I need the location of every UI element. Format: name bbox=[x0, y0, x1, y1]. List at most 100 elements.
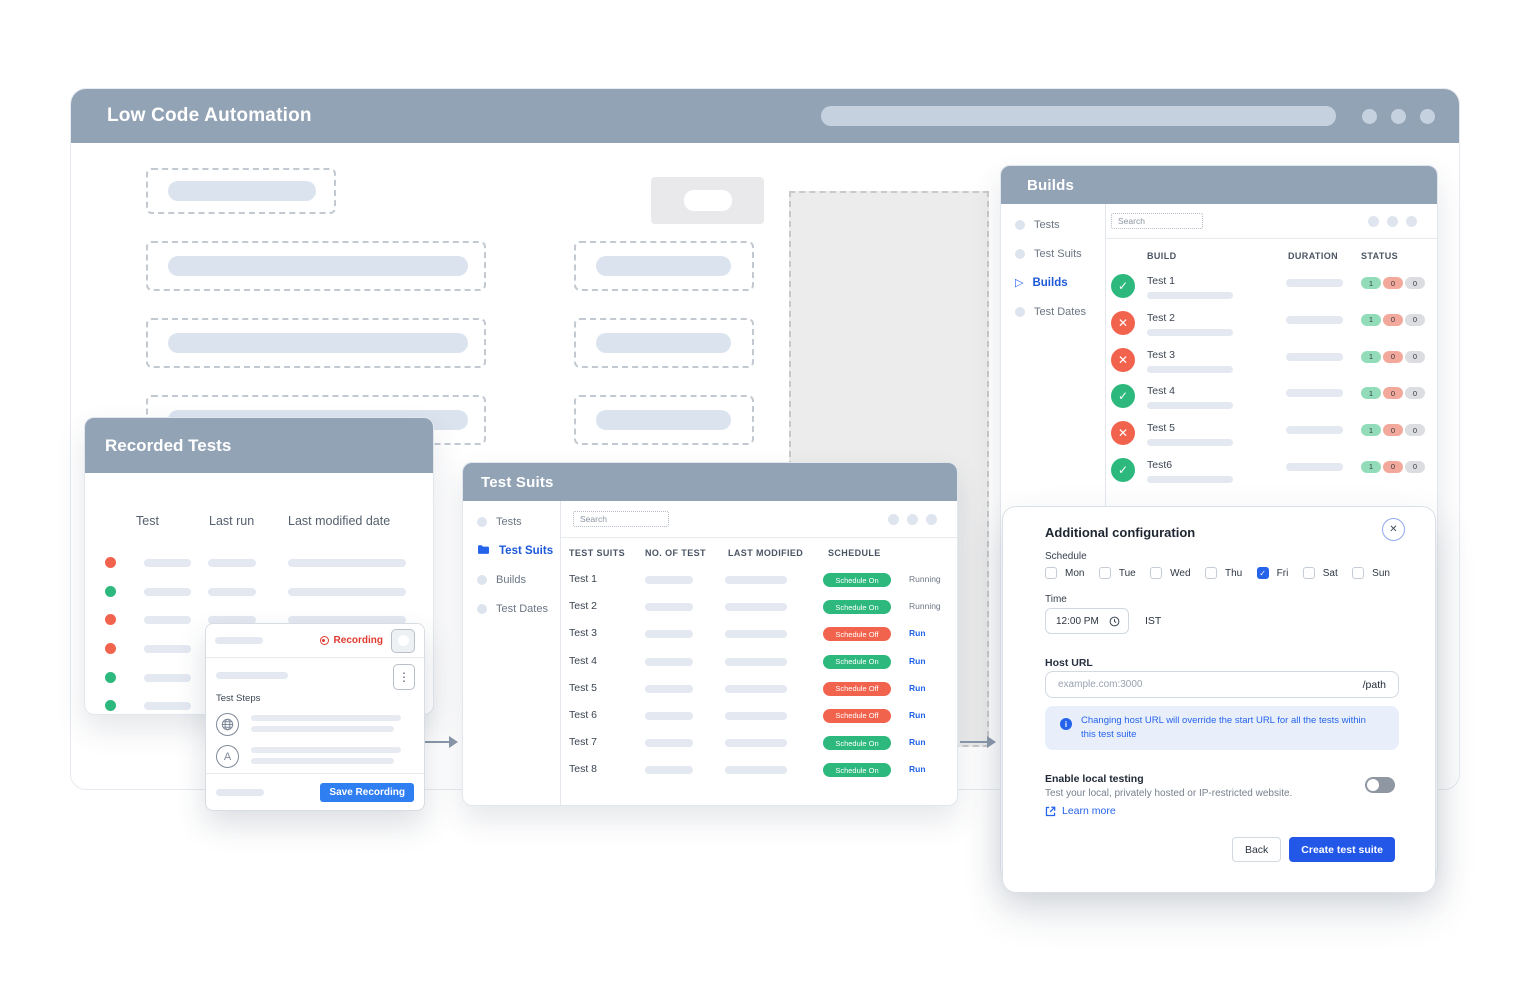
schedule-badge[interactable]: Schedule Off bbox=[823, 681, 891, 696]
recording-popup-body: ⋮ Test Steps A bbox=[206, 658, 424, 778]
day-label: Fri bbox=[1276, 567, 1289, 579]
table-row[interactable]: Test6 1 0 0 bbox=[1106, 454, 1437, 491]
placeholder-bar bbox=[288, 587, 406, 596]
suite-name: Test 7 bbox=[569, 736, 598, 749]
host-url-input[interactable] bbox=[1046, 679, 1363, 690]
schedule-badge[interactable]: Schedule Off bbox=[823, 708, 891, 723]
table-row[interactable]: Test 4 1 0 0 bbox=[1106, 380, 1437, 417]
learn-more-link[interactable]: Learn more bbox=[1045, 805, 1116, 817]
day-checkbox-option[interactable]: Tue bbox=[1098, 567, 1136, 579]
sidebar-item-test-suits[interactable]: Test Suits bbox=[463, 536, 560, 565]
table-row[interactable]: Test 5 1 0 0 bbox=[1106, 417, 1437, 454]
run-action[interactable]: Run bbox=[909, 709, 926, 720]
sidebar-item-builds[interactable]: Builds bbox=[463, 565, 560, 594]
sidebar-item-test-dates[interactable]: Test Dates bbox=[463, 594, 560, 623]
table-row[interactable]: Test 6 Schedule Off Run bbox=[561, 702, 957, 729]
table-row[interactable]: Test 2 1 0 0 bbox=[1106, 307, 1437, 344]
checkbox[interactable] bbox=[1098, 567, 1111, 579]
window-title: Builds bbox=[1027, 176, 1075, 194]
local-testing-toggle[interactable] bbox=[1365, 777, 1395, 793]
run-action[interactable]: Run bbox=[909, 655, 926, 666]
sidebar-item-test-suits[interactable]: Test Suits bbox=[1001, 239, 1105, 268]
checkbox[interactable] bbox=[1256, 567, 1269, 579]
flow-arrow bbox=[960, 735, 996, 749]
fail-count-badge: 0 bbox=[1383, 277, 1403, 289]
table-row[interactable]: Test 1 Schedule On Running bbox=[561, 566, 957, 593]
placeholder-bar bbox=[725, 576, 787, 584]
skip-count-badge: 0 bbox=[1405, 424, 1425, 437]
skeleton-box bbox=[146, 241, 486, 291]
time-input[interactable]: 12:00 PM bbox=[1045, 608, 1129, 634]
bullet-icon bbox=[477, 574, 487, 585]
sidebar-item-builds[interactable]: ▷ Builds bbox=[1015, 276, 1068, 290]
schedule-badge[interactable]: Schedule On bbox=[823, 654, 891, 669]
day-checkbox-option[interactable]: Wed bbox=[1150, 567, 1191, 579]
table-row[interactable]: Test 1 1 0 0 bbox=[1106, 270, 1437, 307]
run-action[interactable]: Running bbox=[909, 574, 941, 584]
host-url-field[interactable]: /path bbox=[1045, 671, 1399, 698]
table-row[interactable]: Test 3 Schedule Off Run bbox=[561, 620, 957, 647]
table-row[interactable]: Test 3 1 0 0 bbox=[1106, 344, 1437, 381]
run-action[interactable]: Run bbox=[909, 737, 926, 748]
table-row[interactable]: Test 4 Schedule On Run bbox=[561, 648, 957, 675]
builds-toolbar bbox=[1106, 204, 1437, 239]
pass-count-badge: 1 bbox=[1361, 424, 1381, 437]
column-test-suits: TEST SUITS bbox=[569, 548, 626, 558]
day-checkbox-option[interactable]: Sun bbox=[1352, 567, 1390, 579]
close-icon[interactable]: ✕ bbox=[1382, 518, 1405, 541]
fail-count-badge: 0 bbox=[1383, 460, 1403, 473]
table-row[interactable] bbox=[85, 577, 433, 606]
checkbox[interactable] bbox=[1204, 567, 1217, 579]
run-action[interactable]: Run bbox=[909, 682, 926, 693]
create-test-suite-button[interactable]: Create test suite bbox=[1289, 837, 1395, 862]
column-schedule: SCHEDULE bbox=[828, 548, 881, 558]
local-testing-description: Test your local, privately hosted or IP-… bbox=[1045, 788, 1293, 799]
checkbox[interactable] bbox=[1045, 567, 1057, 579]
fail-count-badge: 0 bbox=[1383, 424, 1403, 437]
checkbox[interactable] bbox=[1302, 567, 1315, 579]
schedule-badge[interactable]: Schedule On bbox=[823, 736, 891, 751]
day-checkbox-option[interactable]: Fri bbox=[1256, 567, 1289, 579]
save-recording-button[interactable]: Save Recording bbox=[320, 782, 414, 802]
day-checkbox-option[interactable]: Thu bbox=[1204, 567, 1242, 579]
schedule-days: Mon Tue Wed Thu bbox=[1045, 567, 1390, 579]
table-row[interactable]: Test 7 Schedule On Run bbox=[561, 729, 957, 756]
suite-name: Test 1 bbox=[569, 573, 598, 585]
sidebar-item-tests[interactable]: Tests bbox=[463, 507, 560, 536]
checkbox[interactable] bbox=[1352, 567, 1365, 579]
skeleton-button bbox=[651, 177, 764, 224]
duration-bar bbox=[1286, 462, 1343, 471]
skeleton-box bbox=[574, 241, 754, 291]
search-input[interactable] bbox=[573, 511, 669, 527]
table-row[interactable] bbox=[85, 548, 433, 577]
sidebar-item-test-dates[interactable]: Test Dates bbox=[1001, 297, 1105, 326]
sidebar-item-tests[interactable]: Tests bbox=[1001, 210, 1105, 239]
status-dot-icon bbox=[105, 614, 116, 626]
checkbox[interactable] bbox=[1150, 567, 1163, 579]
stop-record-button[interactable] bbox=[391, 628, 415, 653]
run-action[interactable]: Running bbox=[909, 601, 941, 612]
time-label: Time bbox=[1045, 594, 1067, 605]
table-row[interactable] bbox=[85, 605, 433, 634]
table-row[interactable]: Test 2 Schedule On Running bbox=[561, 593, 957, 620]
schedule-badge[interactable]: Schedule Off bbox=[823, 627, 891, 642]
day-checkbox-option[interactable]: Mon bbox=[1045, 567, 1084, 579]
search-input[interactable] bbox=[1111, 213, 1203, 229]
recording-popup-header: Recording bbox=[206, 624, 424, 658]
schedule-badge[interactable]: Schedule On bbox=[823, 573, 891, 587]
schedule-badge[interactable]: Schedule On bbox=[823, 600, 891, 615]
toolbar-dots[interactable] bbox=[1368, 215, 1417, 227]
table-row[interactable]: Test 5 Schedule Off Run bbox=[561, 675, 957, 702]
pass-count-badge: 1 bbox=[1361, 350, 1381, 363]
window-control-dots[interactable] bbox=[1362, 109, 1435, 124]
schedule-badge[interactable]: Schedule On bbox=[823, 763, 891, 778]
run-action[interactable]: Run bbox=[909, 764, 926, 775]
kebab-menu-button[interactable]: ⋮ bbox=[393, 664, 415, 690]
day-checkbox-option[interactable]: Sat bbox=[1302, 567, 1338, 579]
address-bar[interactable] bbox=[821, 106, 1336, 126]
table-row[interactable]: Test 8 Schedule On Run bbox=[561, 756, 957, 783]
toolbar-dots[interactable] bbox=[888, 513, 937, 525]
run-action[interactable]: Run bbox=[909, 628, 926, 639]
back-button[interactable]: Back bbox=[1231, 837, 1282, 862]
